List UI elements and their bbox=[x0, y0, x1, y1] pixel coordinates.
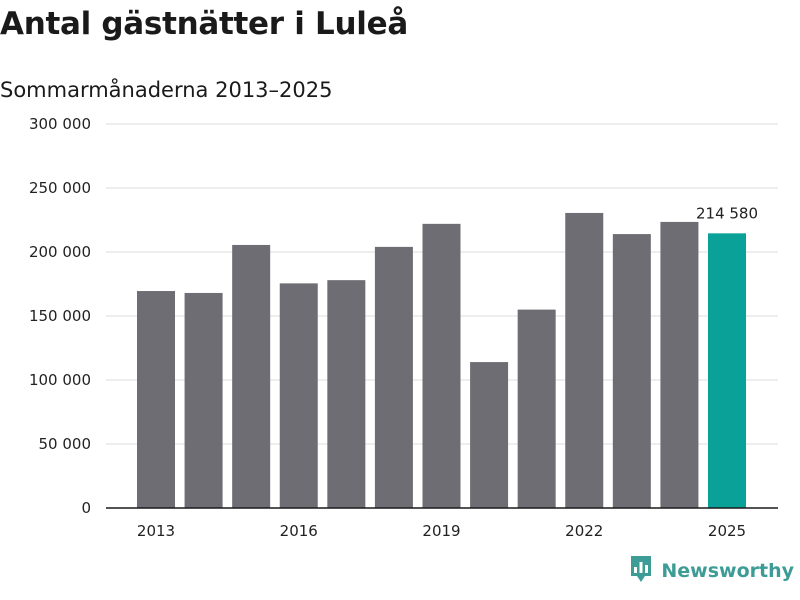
bar-chart-speech-bubble-icon bbox=[629, 554, 653, 588]
bar-2021 bbox=[517, 309, 556, 508]
chart-subtitle: Sommarmånaderna 2013–2025 bbox=[0, 78, 333, 102]
y-tick-label: 200 000 bbox=[29, 243, 91, 261]
x-tick-label: 2016 bbox=[280, 522, 318, 540]
y-tick-label: 150 000 bbox=[29, 307, 91, 325]
x-tick-label: 2022 bbox=[565, 522, 603, 540]
y-tick-label: 50 000 bbox=[39, 435, 92, 453]
bar-2013 bbox=[137, 291, 175, 508]
newsworthy-logo: Newsworthy bbox=[629, 554, 794, 588]
x-tick-label: 2025 bbox=[708, 522, 746, 540]
bar-2023 bbox=[612, 234, 651, 508]
data-labels: 214 580 bbox=[696, 204, 758, 222]
bar-2019 bbox=[422, 223, 461, 508]
x-tick-label: 2013 bbox=[137, 522, 175, 540]
y-tick-label: 0 bbox=[81, 499, 91, 517]
bar-2016 bbox=[279, 283, 318, 508]
y-tick-label: 100 000 bbox=[29, 371, 91, 389]
bar-2017 bbox=[327, 280, 366, 508]
bars bbox=[137, 212, 746, 509]
x-tick-label: 2019 bbox=[422, 522, 460, 540]
chart-title: Antal gästnätter i Luleå bbox=[0, 6, 408, 42]
bar-2020 bbox=[470, 362, 509, 508]
brand-name: Newsworthy bbox=[661, 560, 794, 582]
x-axis-tick-labels: 2013 2016 2019 2022 2025 bbox=[137, 522, 746, 540]
y-tick-label: 300 000 bbox=[29, 115, 91, 133]
y-tick-label: 250 000 bbox=[29, 179, 91, 197]
bar-2022 bbox=[565, 212, 604, 508]
y-axis-tick-labels: 0 50 000 100 000 150 000 200 000 250 000 300 0… bbox=[29, 115, 91, 517]
bar-2015 bbox=[232, 244, 271, 508]
bar-2014 bbox=[184, 292, 223, 508]
bar-2025 bbox=[708, 233, 746, 509]
data-label: 214 580 bbox=[696, 204, 758, 222]
bar-2024 bbox=[660, 221, 699, 509]
bar-2018 bbox=[374, 246, 413, 508]
